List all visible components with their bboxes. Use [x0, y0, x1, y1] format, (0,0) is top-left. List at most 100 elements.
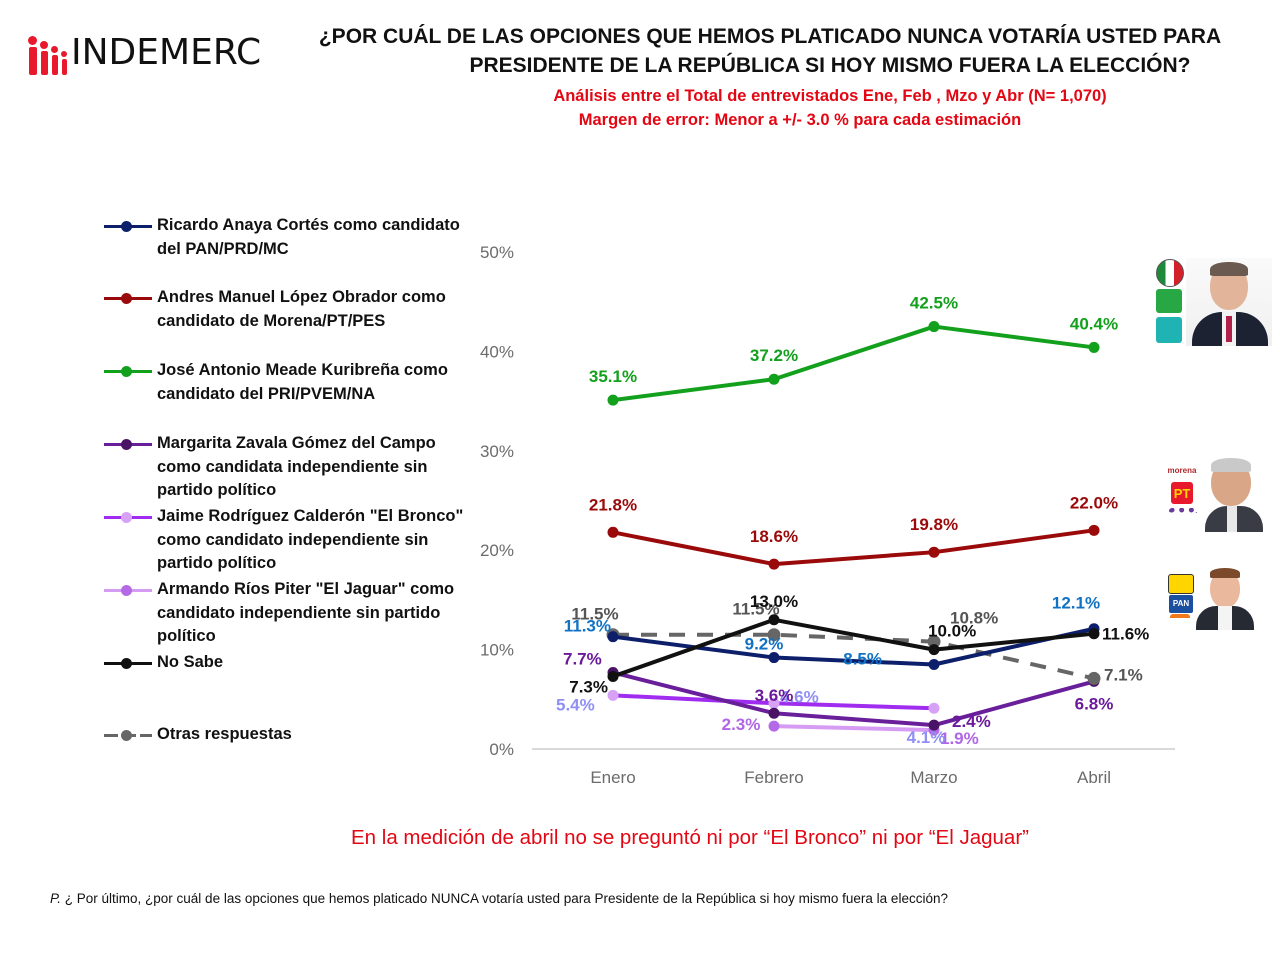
data-label-meade: 40.4%: [1070, 314, 1118, 333]
legend-item-nosabe: No Sabe: [104, 651, 477, 675]
data-point-bronco: [607, 689, 619, 701]
axes: 0% 10% 20% 30% 40% 50% Enero Febrero Marzo Abril: [480, 243, 1175, 787]
data-point-nosabe: [607, 670, 619, 682]
people-figures-icon: [28, 31, 67, 75]
data-label-anaya: 9.2%: [745, 635, 784, 654]
series-bronco: [607, 689, 940, 714]
data-label-zavala: 6.8%: [1075, 694, 1114, 713]
data-label-jaguar: 1.9%: [940, 729, 979, 748]
data-point-anaya: [607, 631, 619, 643]
y-tick-label: 30%: [480, 442, 514, 461]
logo-text: INDEMERC: [71, 32, 262, 73]
data-label-amlo: 21.8%: [589, 495, 637, 514]
data-label-bronco: 4.1%: [907, 728, 946, 747]
series-line-jaguar: [773, 724, 935, 733]
data-label-anaya: 8.5%: [843, 650, 882, 669]
pt-logo-icon: PT: [1171, 482, 1193, 504]
data-point-meade: [928, 321, 940, 333]
indemerc-logo: INDEMERC: [28, 22, 262, 84]
data-label-amlo: 22.0%: [1070, 493, 1118, 512]
prd-logo-icon: [1168, 574, 1194, 594]
movimiento-ciudadano-logo-icon: [1170, 614, 1190, 632]
data-label-bronco: 5.4%: [556, 695, 595, 714]
data-label-meade: 37.2%: [750, 346, 798, 365]
pvem-logo-icon: [1156, 289, 1182, 313]
april-note: En la medición de abril no se preguntó n…: [351, 826, 1029, 849]
legend-label: Armando Ríos Piter "El Jaguar" como cand…: [157, 580, 455, 645]
candidate-block-meade: [1150, 258, 1272, 346]
chart-title: ¿POR CUÁL DE LAS OPCIONES QUE HEMOS PLAT…: [300, 22, 1240, 80]
series-line-otras: [613, 632, 1095, 681]
data-label-zavala: 2.4%: [952, 712, 991, 731]
series-line-nosabe: [612, 617, 1095, 679]
data-label-otras: 7.1%: [1104, 665, 1143, 684]
data-label-bronco: 4.6%: [780, 687, 819, 706]
data-point-nosabe: [768, 614, 780, 626]
question-text: ¿ Por último, ¿por cuál de las opciones …: [61, 891, 948, 906]
data-label-otras: 11.5%: [571, 605, 618, 624]
legend-swatch: [104, 578, 152, 600]
legend-label: Andres Manuel López Obrador como candida…: [157, 288, 446, 330]
data-label-zavala: 3.6%: [755, 686, 794, 705]
data-point-otras: [1087, 671, 1101, 685]
legend-label: Otras respuestas: [157, 725, 292, 743]
data-label-nosabe: 11.6%: [1102, 625, 1149, 644]
legend-label: No Sabe: [157, 653, 224, 671]
legend-label: José Antonio Meade Kuribreña como candid…: [157, 361, 448, 403]
series-meade: [607, 321, 1100, 406]
data-point-bronco: [928, 702, 940, 714]
y-tick-label: 0%: [489, 740, 514, 759]
data-label-anaya: 11.3%: [564, 617, 611, 636]
data-label-otras: 10.8%: [950, 609, 998, 628]
y-tick-label: 10%: [480, 641, 514, 660]
morena-logo-icon: morena: [1167, 452, 1197, 476]
pan-logo-icon: PAN: [1168, 594, 1194, 614]
candidate-photo-meade: [1186, 258, 1272, 346]
data-label-amlo: 18.6%: [750, 527, 798, 546]
data-point-zavala: [768, 707, 780, 719]
y-tick-label: 20%: [480, 541, 514, 560]
nueva-alianza-logo-icon: [1156, 317, 1182, 343]
series-layer: [606, 321, 1101, 736]
pri-logo-icon: [1156, 259, 1184, 287]
legend-item-meade: José Antonio Meade Kuribreña como candid…: [104, 359, 477, 406]
data-label-jaguar: 2.3%: [722, 715, 761, 734]
legend-swatch: [104, 432, 152, 454]
data-point-amlo: [607, 526, 619, 538]
data-point-meade: [1088, 341, 1100, 353]
data-label-amlo: 19.8%: [910, 515, 958, 534]
legend-swatch: [104, 505, 152, 527]
subtitle-sample: Análisis entre el Total de entrevistados…: [553, 87, 1107, 105]
legend-swatch: [104, 651, 152, 673]
legend-swatch: [104, 359, 152, 381]
survey-question: P. ¿ Por último, ¿por cuál de las opcion…: [50, 891, 948, 906]
legend-item-amlo: Andres Manuel López Obrador como candida…: [104, 286, 477, 333]
candidate-photo-anaya: [1194, 566, 1256, 630]
data-point-zavala: [928, 719, 940, 731]
encuentro-social-logo-icon: [1169, 508, 1197, 533]
series-nosabe: [607, 614, 1100, 682]
series-amlo: [607, 524, 1100, 570]
legend-swatch: [104, 286, 152, 308]
data-label-zavala: 7.7%: [563, 649, 602, 668]
candidate-photo-amlo: [1201, 456, 1263, 532]
data-point-anaya: [768, 652, 780, 664]
data-point-meade: [607, 394, 619, 406]
candidate-block-anaya: PAN: [1168, 566, 1260, 632]
series-line-meade: [612, 324, 1095, 403]
question-prefix: P.: [50, 891, 62, 906]
subtitle-margin-of-error: Margen de error: Menor a +/- 3.0 % para …: [578, 111, 1022, 129]
data-point-anaya: [928, 659, 940, 671]
data-point-jaguar: [768, 720, 780, 732]
data-label-nosabe: 10.0%: [928, 622, 976, 641]
legend-label: Ricardo Anaya Cortés como candidato del …: [157, 216, 460, 258]
data-point-nosabe: [1088, 628, 1100, 640]
data-label-nosabe: 13.0%: [750, 592, 798, 611]
series-line-amlo: [612, 528, 1095, 567]
data-label-meade: 42.5%: [910, 294, 958, 313]
legend-item-otras: Otras respuestas: [104, 723, 477, 747]
title-line-1: ¿POR CUÁL DE LAS OPCIONES QUE HEMOS PLAT…: [318, 25, 1222, 48]
x-tick-label: Abril: [1077, 768, 1111, 787]
data-point-amlo: [768, 558, 780, 570]
